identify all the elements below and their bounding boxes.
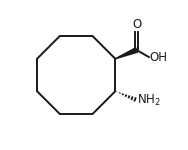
Text: NH$_2$: NH$_2$ xyxy=(137,92,161,108)
Text: O: O xyxy=(132,18,141,31)
Text: OH: OH xyxy=(149,51,167,64)
Polygon shape xyxy=(115,48,137,59)
